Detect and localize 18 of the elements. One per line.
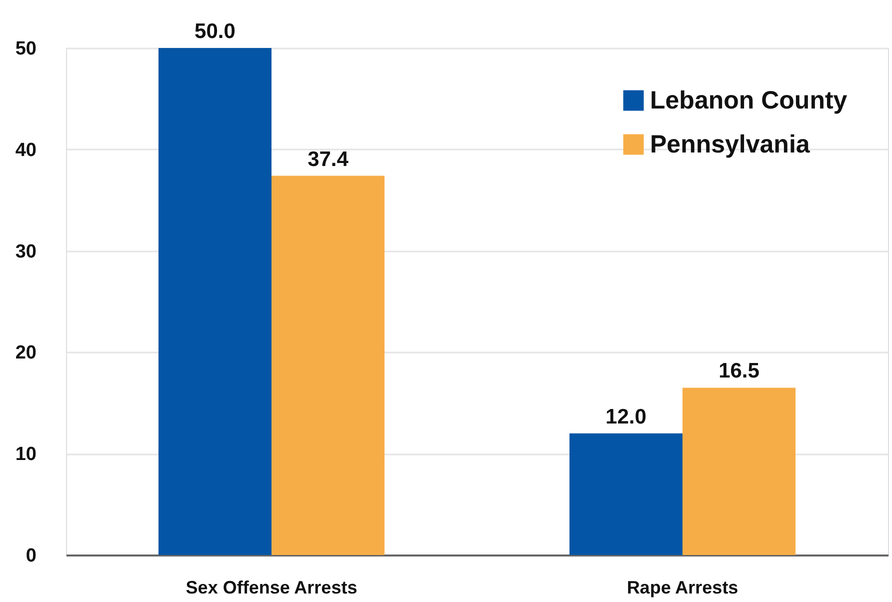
y-tick-label: 20 [15, 342, 36, 364]
x-tick-label: Sex Offense Arrests [186, 578, 358, 598]
y-tick-label: 0 [26, 546, 36, 566]
bar [682, 388, 796, 555]
y-tick-label: 50 [15, 38, 36, 60]
data-label: 37.4 [308, 148, 349, 171]
x-tick-label: Rape Arrests [626, 578, 738, 598]
bar [569, 433, 682, 555]
data-label: 12.0 [606, 405, 646, 428]
legend-label: Pennsylvania [650, 130, 811, 158]
y-tick-label: 10 [15, 444, 36, 466]
legend-label: Lebanon County [650, 86, 848, 114]
data-label: 50.0 [194, 20, 236, 43]
y-tick-label: 40 [15, 140, 36, 161]
y-tick-label: 30 [15, 241, 36, 262]
bar [158, 48, 272, 555]
data-label: 16.5 [718, 360, 760, 383]
bar [272, 176, 385, 555]
